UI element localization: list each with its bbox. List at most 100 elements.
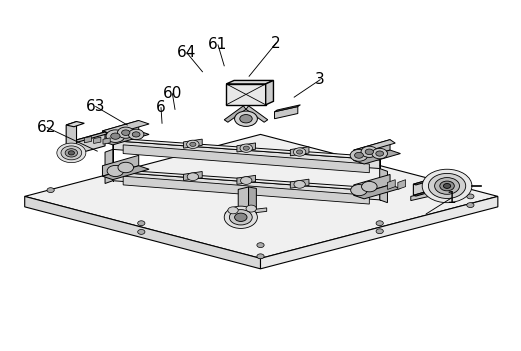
Polygon shape bbox=[113, 141, 380, 168]
Circle shape bbox=[376, 221, 383, 226]
Text: 2: 2 bbox=[271, 36, 281, 51]
Polygon shape bbox=[94, 137, 101, 144]
Circle shape bbox=[467, 203, 474, 207]
Circle shape bbox=[428, 173, 466, 198]
Circle shape bbox=[47, 188, 54, 193]
Polygon shape bbox=[103, 120, 139, 141]
Polygon shape bbox=[238, 187, 249, 216]
Polygon shape bbox=[226, 80, 274, 84]
Circle shape bbox=[355, 152, 363, 158]
Circle shape bbox=[121, 130, 130, 135]
Polygon shape bbox=[84, 137, 92, 143]
Circle shape bbox=[138, 221, 145, 226]
Polygon shape bbox=[388, 180, 395, 190]
Polygon shape bbox=[226, 84, 266, 105]
Circle shape bbox=[361, 146, 378, 157]
Polygon shape bbox=[413, 178, 437, 185]
Circle shape bbox=[240, 144, 253, 152]
Text: 1: 1 bbox=[446, 191, 456, 206]
Circle shape bbox=[365, 149, 374, 154]
Circle shape bbox=[187, 140, 199, 148]
Polygon shape bbox=[266, 80, 274, 105]
Polygon shape bbox=[413, 178, 434, 196]
Circle shape bbox=[187, 173, 199, 180]
Circle shape bbox=[240, 114, 252, 123]
Circle shape bbox=[241, 177, 252, 184]
Text: 60: 60 bbox=[163, 86, 182, 101]
Polygon shape bbox=[103, 131, 149, 145]
Circle shape bbox=[443, 184, 451, 188]
Circle shape bbox=[190, 142, 196, 146]
Circle shape bbox=[372, 148, 388, 159]
Polygon shape bbox=[103, 166, 149, 180]
Polygon shape bbox=[183, 172, 202, 180]
Circle shape bbox=[224, 206, 257, 229]
Circle shape bbox=[132, 132, 140, 137]
Polygon shape bbox=[66, 121, 84, 127]
Circle shape bbox=[106, 130, 125, 143]
Circle shape bbox=[257, 254, 264, 259]
Circle shape bbox=[467, 194, 474, 199]
Polygon shape bbox=[105, 150, 113, 184]
Polygon shape bbox=[74, 132, 105, 154]
Circle shape bbox=[228, 207, 238, 214]
Polygon shape bbox=[246, 106, 268, 122]
Polygon shape bbox=[413, 190, 437, 196]
Circle shape bbox=[362, 181, 377, 192]
Polygon shape bbox=[24, 197, 260, 269]
Circle shape bbox=[57, 143, 86, 163]
Polygon shape bbox=[398, 180, 406, 190]
Polygon shape bbox=[275, 107, 298, 119]
Polygon shape bbox=[354, 140, 395, 153]
Polygon shape bbox=[110, 138, 382, 160]
Polygon shape bbox=[237, 176, 256, 184]
Text: 62: 62 bbox=[38, 120, 57, 135]
Circle shape bbox=[61, 146, 82, 160]
Polygon shape bbox=[411, 191, 437, 200]
Circle shape bbox=[246, 205, 256, 212]
Polygon shape bbox=[290, 179, 309, 188]
Polygon shape bbox=[183, 139, 202, 148]
Polygon shape bbox=[354, 140, 390, 160]
Circle shape bbox=[422, 169, 472, 203]
Circle shape bbox=[118, 162, 133, 173]
Circle shape bbox=[117, 127, 134, 138]
Circle shape bbox=[435, 178, 460, 194]
Polygon shape bbox=[260, 197, 498, 269]
Polygon shape bbox=[103, 138, 110, 144]
Polygon shape bbox=[354, 150, 401, 164]
Polygon shape bbox=[103, 155, 139, 176]
Polygon shape bbox=[110, 169, 382, 191]
Text: 6: 6 bbox=[156, 100, 166, 115]
Text: 61: 61 bbox=[208, 38, 228, 52]
Circle shape bbox=[65, 149, 78, 157]
Circle shape bbox=[351, 185, 367, 196]
Polygon shape bbox=[249, 187, 256, 215]
Polygon shape bbox=[103, 120, 149, 134]
Circle shape bbox=[293, 148, 306, 156]
Polygon shape bbox=[123, 145, 369, 173]
Text: 3: 3 bbox=[315, 72, 325, 87]
Polygon shape bbox=[66, 121, 77, 161]
Circle shape bbox=[257, 243, 264, 247]
Polygon shape bbox=[224, 106, 246, 122]
Polygon shape bbox=[74, 132, 108, 143]
Circle shape bbox=[111, 133, 120, 139]
Polygon shape bbox=[113, 172, 380, 200]
Polygon shape bbox=[380, 168, 388, 203]
Circle shape bbox=[243, 146, 250, 150]
Polygon shape bbox=[123, 176, 369, 204]
Polygon shape bbox=[354, 174, 390, 196]
Circle shape bbox=[68, 151, 75, 155]
Circle shape bbox=[107, 165, 123, 177]
Circle shape bbox=[376, 229, 383, 234]
Polygon shape bbox=[275, 105, 301, 112]
Text: 63: 63 bbox=[86, 99, 105, 114]
Polygon shape bbox=[69, 141, 74, 154]
Circle shape bbox=[234, 213, 247, 221]
Polygon shape bbox=[225, 208, 267, 216]
Polygon shape bbox=[354, 185, 401, 199]
Polygon shape bbox=[290, 147, 309, 156]
Polygon shape bbox=[24, 134, 498, 258]
Circle shape bbox=[296, 150, 303, 154]
